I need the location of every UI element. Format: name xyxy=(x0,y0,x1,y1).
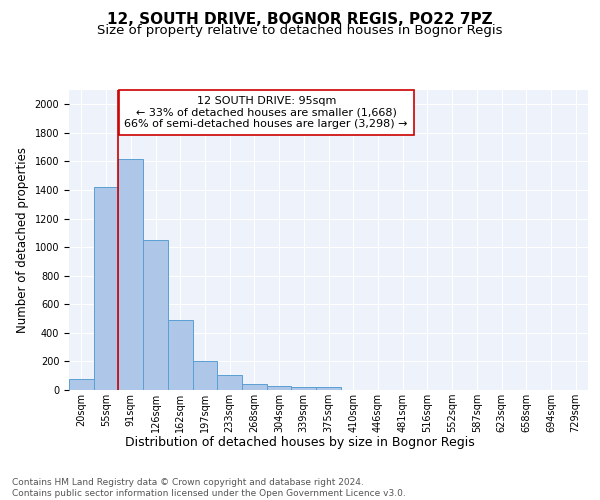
Bar xyxy=(292,387,316,390)
Bar xyxy=(217,375,242,390)
Bar xyxy=(143,240,168,390)
Bar xyxy=(69,378,94,390)
Text: Size of property relative to detached houses in Bognor Regis: Size of property relative to detached ho… xyxy=(97,24,503,37)
Bar xyxy=(118,158,143,390)
Bar xyxy=(94,187,118,390)
Text: 12 SOUTH DRIVE: 95sqm
← 33% of detached houses are smaller (1,668)
66% of semi-d: 12 SOUTH DRIVE: 95sqm ← 33% of detached … xyxy=(124,96,408,129)
Text: Contains HM Land Registry data © Crown copyright and database right 2024.
Contai: Contains HM Land Registry data © Crown c… xyxy=(12,478,406,498)
Text: 12, SOUTH DRIVE, BOGNOR REGIS, PO22 7PZ: 12, SOUTH DRIVE, BOGNOR REGIS, PO22 7PZ xyxy=(107,12,493,28)
Bar xyxy=(193,360,217,390)
Bar xyxy=(168,320,193,390)
Bar xyxy=(242,384,267,390)
Text: Distribution of detached houses by size in Bognor Regis: Distribution of detached houses by size … xyxy=(125,436,475,449)
Bar xyxy=(267,386,292,390)
Bar xyxy=(316,388,341,390)
Y-axis label: Number of detached properties: Number of detached properties xyxy=(16,147,29,333)
